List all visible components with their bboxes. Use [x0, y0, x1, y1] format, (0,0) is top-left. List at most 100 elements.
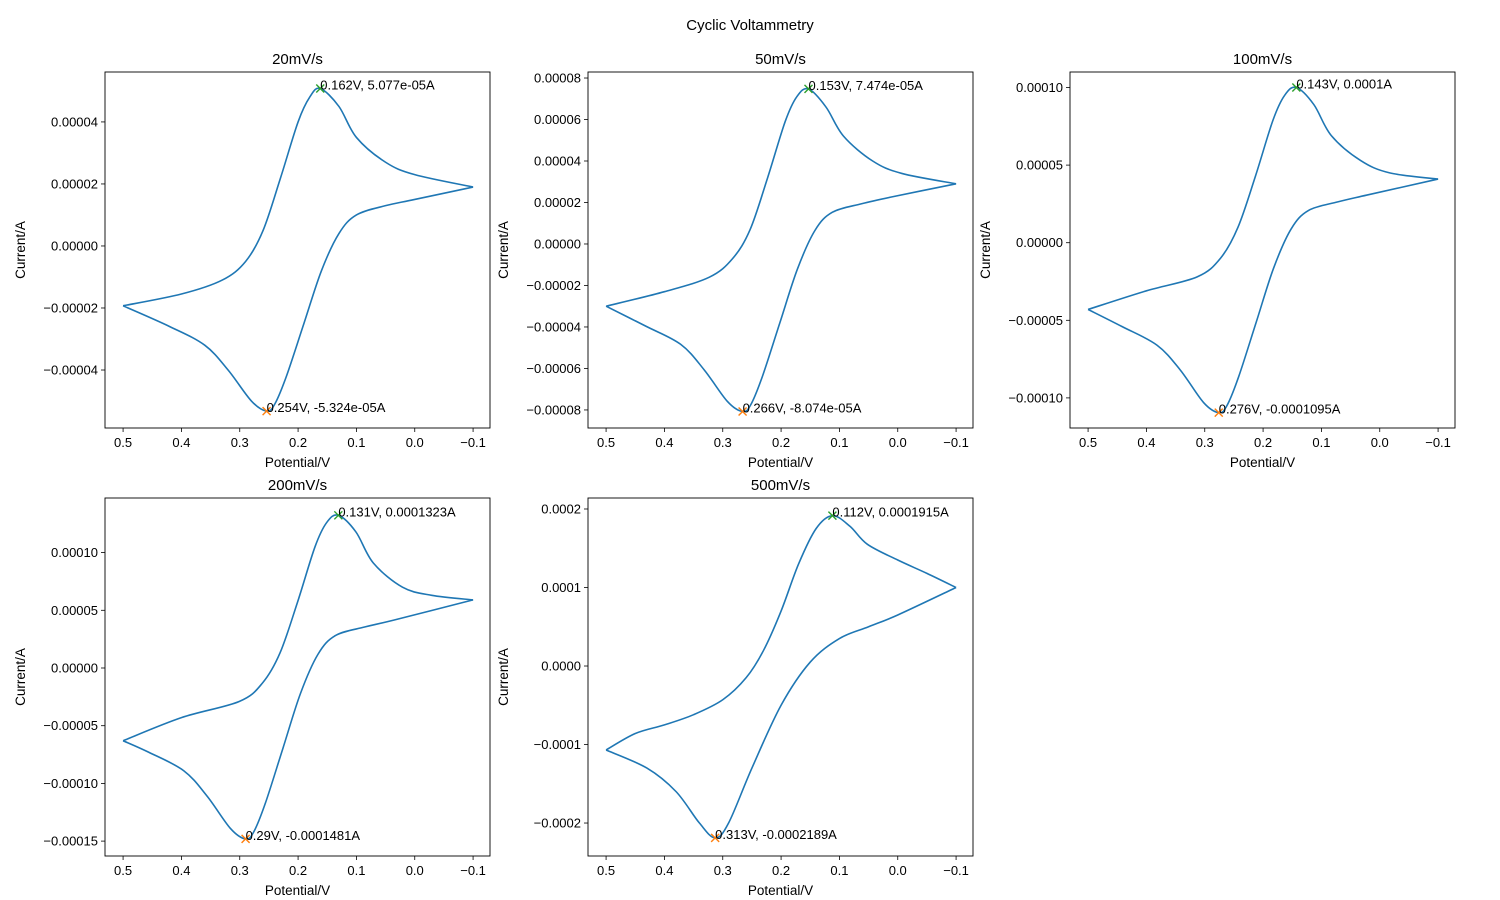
y-axis-label: Current/A: [13, 648, 28, 706]
x-tick-label: −0.1: [943, 435, 969, 450]
cv-curve-oxidation-sweep: [122, 87, 474, 307]
y-tick-label: −0.00004: [526, 319, 581, 334]
reduction-peak-marker: [262, 406, 272, 416]
subplot-title: 50mV/s: [755, 51, 806, 68]
reduction-peak-annotation: 0.313V, -0.0002189A: [715, 827, 837, 842]
y-tick-label: 0.00002: [51, 176, 98, 191]
subplot-title: 100mV/s: [1233, 51, 1292, 68]
subplot-20mv-s: 20mV/s 0.5 0.4 0.3 0.2 0.1 0.0 −0.1 0.00004 0.000…: [13, 51, 491, 470]
cv-curve-oxidation-sweep: [605, 87, 957, 307]
x-tick-label: 0.1: [830, 863, 848, 878]
y-axis-label: Current/A: [496, 221, 511, 279]
x-tick-label: 0.4: [172, 863, 190, 878]
oxidation-peak-marker: [315, 84, 325, 94]
y-tick-label: 0.00010: [51, 545, 98, 560]
reduction-peak-marker: [710, 833, 720, 843]
axes-frame: [104, 497, 491, 857]
y-tick-label: 0.0001: [541, 580, 581, 595]
oxidation-peak-marker: [1291, 83, 1301, 93]
x-tick-label: −0.1: [943, 863, 969, 878]
x-tick-label: −0.1: [460, 435, 486, 450]
y-tick-label: −0.0001: [534, 737, 581, 752]
cv-curve-reduction-sweep: [605, 183, 957, 413]
x-tick-label: 0.1: [347, 435, 365, 450]
x-tick-label: 0.4: [655, 863, 673, 878]
axes-frame: [1069, 71, 1456, 429]
reduction-peak-annotation: 0.29V, -0.0001481A: [246, 828, 361, 843]
reduction-peak-marker: [1214, 408, 1224, 418]
x-tick-label: 0.5: [1079, 435, 1097, 450]
x-tick-label: 0.3: [231, 435, 249, 450]
y-tick-label: −0.00002: [526, 278, 581, 293]
y-tick-label: −0.0002: [534, 816, 581, 831]
x-tick-label: 0.2: [289, 863, 307, 878]
subplot-title: 200mV/s: [268, 477, 327, 494]
y-tick-label: 0.00005: [51, 603, 98, 618]
x-axis-label: Potential/V: [748, 883, 813, 898]
y-tick-label: 0.00000: [1016, 235, 1063, 250]
x-axis-label: Potential/V: [265, 455, 330, 470]
x-tick-label: 0.2: [772, 435, 790, 450]
reduction-peak-marker: [738, 406, 748, 416]
subplot-500mv-s: 500mV/s 0.5 0.4 0.3 0.2 0.1 0.0 −0.1 0.0002 0.000…: [496, 477, 974, 898]
subplot-title: 20mV/s: [272, 51, 323, 68]
figure-title: Cyclic Voltammetry: [686, 17, 814, 34]
x-tick-label: 0.0: [406, 435, 424, 450]
x-tick-label: 0.3: [1196, 435, 1214, 450]
oxidation-peak-annotation: 0.131V, 0.0001323A: [338, 504, 456, 519]
y-tick-label: −0.00006: [526, 361, 581, 376]
oxidation-peak-annotation: 0.112V, 0.0001915A: [832, 505, 949, 520]
y-tick-label: −0.00002: [43, 300, 98, 315]
oxidation-peak-annotation: 0.153V, 7.474e-05A: [809, 78, 924, 93]
x-tick-label: 0.4: [655, 435, 673, 450]
x-tick-label: 0.3: [714, 435, 732, 450]
reduction-peak-annotation: 0.266V, -8.074e-05A: [743, 400, 862, 415]
y-tick-label: 0.00000: [51, 238, 98, 253]
cv-curve-oxidation-sweep: [605, 514, 957, 751]
axes-frame: [587, 497, 974, 857]
y-tick-label: −0.00005: [43, 718, 98, 733]
x-tick-label: −0.1: [1425, 435, 1451, 450]
cv-curve-oxidation-sweep: [122, 514, 474, 742]
x-tick-label: 0.1: [347, 863, 365, 878]
oxidation-peak-marker: [827, 511, 837, 521]
y-tick-label: 0.0000: [541, 659, 581, 674]
y-tick-label: 0.0002: [541, 501, 581, 516]
y-tick-label: −0.00010: [1008, 390, 1063, 405]
x-tick-label: 0.3: [231, 863, 249, 878]
x-tick-label: 0.4: [1137, 435, 1155, 450]
axes-frame: [104, 71, 491, 429]
x-tick-label: 0.0: [406, 863, 424, 878]
y-tick-label: −0.00015: [43, 834, 98, 849]
y-tick-label: 0.00008: [534, 71, 581, 86]
y-tick-label: 0.00000: [51, 660, 98, 675]
x-tick-label: 0.0: [1371, 435, 1389, 450]
y-axis-label: Current/A: [978, 221, 993, 279]
y-tick-label: −0.00010: [43, 776, 98, 791]
reduction-peak-annotation: 0.254V, -5.324e-05A: [267, 400, 386, 415]
subplot-title: 500mV/s: [751, 477, 810, 494]
oxidation-peak-annotation: 0.143V, 0.0001A: [1296, 77, 1392, 92]
y-tick-label: 0.00002: [534, 195, 581, 210]
oxidation-peak-annotation: 0.162V, 5.077e-05A: [320, 78, 435, 93]
subplot-200mv-s: 200mV/s 0.5 0.4 0.3 0.2 0.1 0.0 −0.1 0.00010 0.00…: [13, 477, 491, 898]
x-tick-label: 0.4: [172, 435, 190, 450]
oxidation-peak-marker: [804, 84, 813, 94]
x-tick-label: 0.3: [714, 863, 732, 878]
y-tick-label: −0.00004: [43, 363, 98, 378]
y-tick-label: 0.00004: [534, 154, 581, 169]
x-tick-label: 0.1: [1312, 435, 1330, 450]
y-tick-label: 0.00010: [1016, 80, 1063, 95]
axes-frame: [587, 71, 974, 429]
x-tick-label: 0.0: [889, 435, 907, 450]
x-tick-label: 0.0: [889, 863, 907, 878]
y-tick-label: −0.00005: [1008, 313, 1063, 328]
x-axis-label: Potential/V: [265, 883, 330, 898]
x-tick-label: 0.5: [114, 863, 132, 878]
x-tick-label: 0.1: [830, 435, 848, 450]
cv-curve-reduction-sweep: [1087, 178, 1439, 414]
reduction-peak-annotation: 0.276V, -0.0001095A: [1219, 402, 1341, 417]
x-tick-label: 0.2: [1254, 435, 1272, 450]
